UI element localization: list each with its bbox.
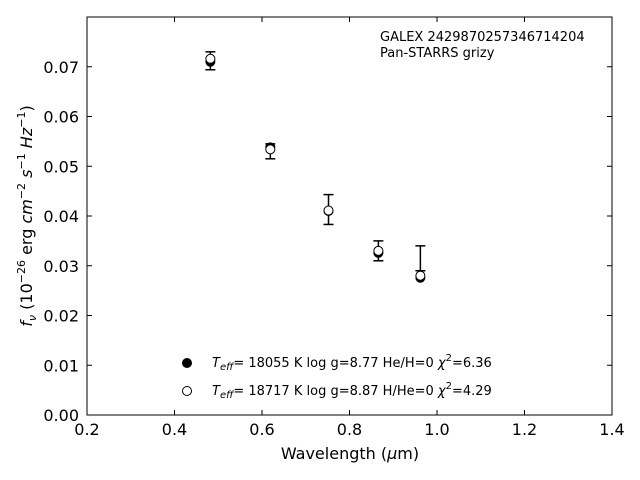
y-tick-label: 0.02 (43, 307, 79, 326)
point-open (373, 245, 384, 256)
annotation-source: GALEX 2429870257346714204 (380, 30, 585, 45)
x-tick-label: 1.0 (424, 420, 449, 439)
point-open (265, 144, 276, 155)
legend: Teff= 18055 K log g=8.77 He/H=0 χ2=6.36 … (182, 353, 492, 401)
data-points (205, 53, 426, 283)
x-tick-label: 0.6 (249, 420, 274, 439)
y-tick-label: 0.06 (43, 108, 79, 127)
y-tick-label: 0.01 (43, 356, 79, 375)
x-tick-label: 1.4 (599, 420, 624, 439)
annotation-filters: Pan-STARRS grizy (380, 46, 495, 61)
y-tick-label: 0.00 (43, 406, 79, 425)
axis-ticks: 0.2 0.4 0.6 0.8 1.0 1.2 1.4 0.00 0.01 0.02 0.03 0.0… (43, 17, 625, 439)
y-tick-label: 0.04 (43, 207, 79, 226)
error-bars (205, 51, 426, 272)
y-tick-label: 0.07 (43, 58, 79, 77)
x-axis-label: Wavelength (μm) (281, 444, 419, 463)
y-tick-label: 0.03 (43, 257, 79, 276)
y-tick-label: 0.05 (43, 157, 79, 176)
x-tick-label: 0.8 (337, 420, 362, 439)
x-tick-label: 0.2 (74, 420, 99, 439)
legend-marker-open (182, 386, 192, 396)
x-tick-label: 0.4 (162, 420, 187, 439)
point-open (205, 53, 216, 64)
legend-marker-filled (182, 358, 192, 368)
point-open (323, 205, 334, 216)
legend-label-2: Teff= 18717 K log g=8.87 H/He=0 χ2=4.29 (212, 381, 492, 401)
error-bar (415, 245, 426, 272)
x-tick-label: 1.2 (512, 420, 537, 439)
point-open (415, 270, 426, 281)
y-axis-label: fν (10−26 erg cm−2 s−1 Hz−1) (15, 105, 39, 326)
legend-label-1: Teff= 18055 K log g=8.77 He/H=0 χ2=6.36 (212, 353, 492, 373)
